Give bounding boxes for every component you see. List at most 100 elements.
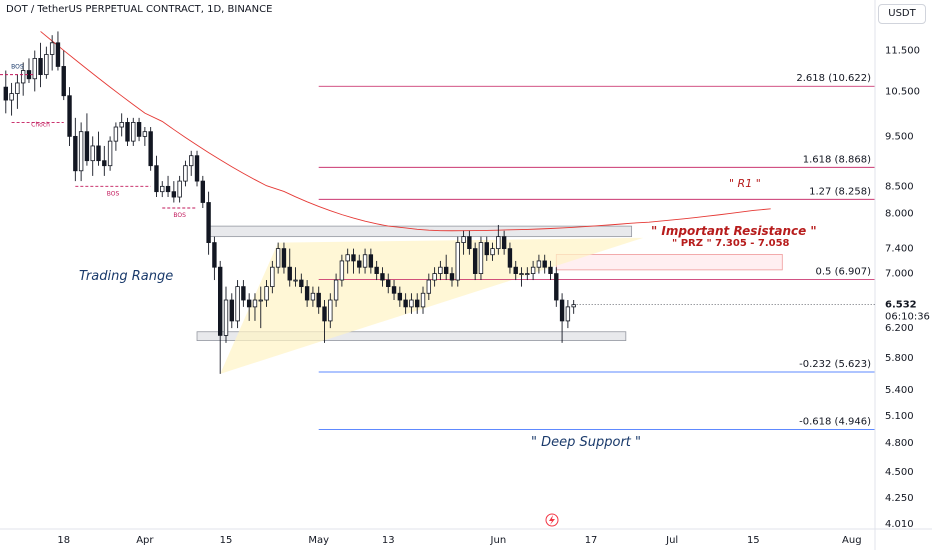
candle-body: [229, 299, 234, 322]
candle-body: [183, 165, 188, 182]
candle-body: [218, 266, 223, 336]
time-tick-label: Jul: [665, 535, 678, 546]
candle-body: [32, 58, 37, 80]
candle-body: [397, 292, 403, 301]
candle-body: [513, 266, 518, 274]
candle-body: [165, 185, 171, 193]
candle-body: [15, 82, 20, 94]
trading-range-label: Trading Range: [79, 269, 173, 284]
candle-body: [362, 254, 368, 268]
candle-body: [55, 42, 61, 67]
lightning-icon[interactable]: [545, 513, 559, 527]
candle-body: [102, 160, 107, 167]
candle-body: [368, 254, 374, 268]
price-tick-label: 11.500: [885, 46, 920, 57]
candle-body: [107, 140, 113, 167]
choch-label: Choch: [31, 121, 50, 128]
candle-body: [449, 273, 455, 281]
candle-body: [252, 299, 258, 308]
candle-body: [171, 191, 177, 198]
price-tick-label: 5.400: [885, 385, 914, 396]
fib-label: -0.618 (4.946): [799, 417, 871, 428]
countdown-label: 06:10:36: [885, 312, 930, 323]
price-tick-label: 4.800: [885, 438, 914, 449]
candle-body: [78, 131, 84, 172]
fib-label: 2.618 (10.622): [796, 73, 871, 84]
candle-body: [455, 242, 460, 281]
important-resistance-label: " Important Resistance ": [651, 224, 817, 238]
candle-body: [345, 254, 350, 262]
candle-body: [281, 248, 287, 268]
candle-body: [386, 279, 391, 288]
candle-body: [20, 70, 26, 84]
candle-body: [293, 279, 298, 282]
candle-body: [472, 248, 478, 274]
candle-body: [212, 242, 217, 268]
prz-zone: [555, 254, 783, 271]
candle-body: [264, 286, 269, 301]
candle-body: [554, 273, 559, 301]
candle-body: [287, 266, 292, 281]
candle-body: [206, 202, 211, 243]
bos-label: BOS: [107, 190, 120, 197]
candle-body: [357, 260, 362, 268]
candle-body: [49, 42, 55, 55]
support-zone: [196, 331, 627, 341]
time-tick-label: Apr: [136, 535, 154, 546]
candle-body: [3, 86, 8, 101]
candle-body: [322, 306, 327, 322]
price-tick-label: 7.400: [885, 244, 914, 255]
candle-body: [316, 292, 321, 308]
candle-body: [496, 236, 501, 250]
price-tick-label: 4.250: [885, 493, 914, 504]
fib-label: 0.5 (6.907): [815, 267, 871, 278]
candle-body: [420, 292, 426, 308]
candle-body: [478, 242, 484, 274]
candle-body: [403, 299, 408, 308]
candle-body: [467, 236, 472, 250]
currency-selector-button[interactable]: USDT: [878, 4, 926, 24]
candle-body: [548, 266, 553, 274]
candle-body: [241, 286, 246, 301]
chart-title: DOT / TetherUS PERPETUAL CONTRACT, 1D, B…: [6, 4, 273, 15]
candle-body: [113, 126, 119, 142]
candle-body: [235, 286, 240, 322]
candle-body: [507, 248, 513, 268]
candle-body: [246, 299, 252, 308]
candle-body: [542, 260, 547, 268]
candle-body: [391, 286, 397, 294]
price-tick-label: 7.000: [885, 269, 914, 280]
price-tick-label: 8.500: [885, 181, 914, 192]
triangle-pattern: [220, 237, 644, 374]
candle-body: [119, 122, 124, 128]
candle-body: [90, 145, 95, 162]
fib-label: 1.618 (8.868): [803, 154, 871, 165]
candle-body: [304, 286, 310, 301]
candle-body: [125, 122, 130, 142]
lightning-icon-bolt: [549, 515, 555, 525]
bos-label: BOS: [173, 212, 186, 219]
candle-body: [223, 299, 229, 336]
candle-body: [131, 122, 136, 142]
candle-body: [443, 266, 449, 274]
candle-body: [380, 273, 385, 281]
candle-body: [270, 266, 275, 288]
candle-body: [44, 54, 49, 76]
candle-body: [310, 292, 316, 301]
time-tick-label: Aug: [842, 535, 862, 546]
candle-body: [328, 299, 333, 322]
candle-body: [154, 165, 159, 193]
time-tick-label: 17: [585, 535, 598, 546]
candle-body: [501, 236, 507, 250]
candle-body: [73, 135, 78, 172]
candle-body: [571, 304, 576, 308]
candle-body: [61, 66, 66, 97]
candle-body: [409, 299, 414, 308]
candle-body: [333, 279, 339, 301]
candle-body: [160, 185, 165, 193]
candle-body: [258, 299, 263, 302]
candle-body: [490, 248, 495, 256]
prz-label: " PRZ " 7.305 - 7.058: [672, 238, 790, 249]
candle-body: [415, 299, 420, 308]
